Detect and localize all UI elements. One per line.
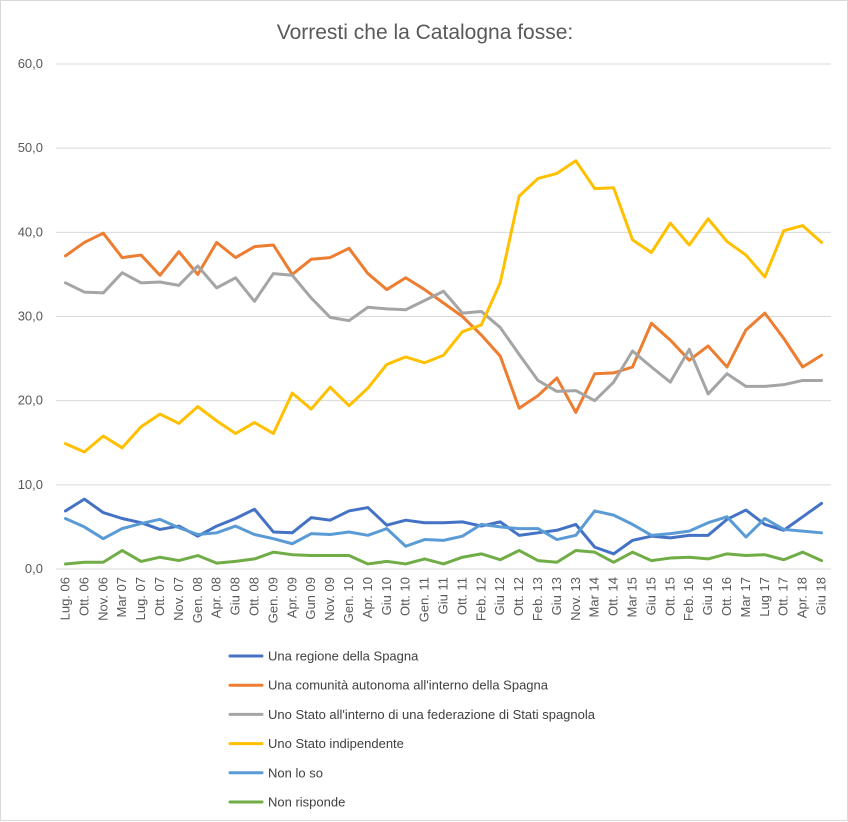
legend: Una regione della Spagna Una comunità aut… [228,649,596,810]
x-tick-label: Ott. 16 [719,577,734,616]
legend-label: Non risponde [268,795,345,810]
x-tick-label: Feb. 12 [473,577,488,621]
x-tick-label: Mar 07 [114,577,129,617]
legend-label: Uno Stato all'interno di una federazione… [268,707,596,722]
series-lines [63,159,824,566]
x-axis: Lug. 06 Ott. 06 Nov. 06 Mar 07 Lug. 07 Ott. 0… [57,577,828,623]
x-tick-label: Lug 17 [757,577,772,617]
x-tick-label: Gun 09 [303,577,318,620]
x-tick-label: Ott. 12 [511,577,526,616]
y-tick-label: 20,0 [18,393,43,408]
x-tick-label: Feb. 13 [530,577,545,621]
x-tick-label: Mar 17 [738,577,753,617]
gridlines [56,63,831,570]
x-tick-label: Ott. 17 [776,577,791,616]
x-tick-label: Giu 11 [436,577,451,614]
x-tick-label: Nov. 09 [322,577,337,621]
x-tick-label: Ott. 14 [606,577,621,616]
x-tick-label: Mar 15 [625,577,640,617]
series-line [63,231,824,414]
x-tick-label: Apr. 09 [284,577,299,618]
x-tick-label: Feb. 16 [681,577,696,621]
x-tick-label: Gen. 08 [190,577,205,623]
chart-title: Vorresti che la Catalogna fosse: [277,21,574,44]
x-tick-label: Gen. 09 [265,577,280,623]
x-tick-label: Ott. 11 [454,577,469,615]
legend-label: Non lo so [268,765,323,780]
x-tick-label: Giu 08 [228,577,243,615]
x-tick-label: Gen. 11 [417,577,432,622]
x-tick-label: Nov. 06 [95,577,110,621]
y-tick-label: 40,0 [18,224,43,239]
series-line [63,548,824,566]
legend-label: Una regione della Spagna [268,649,419,664]
x-tick-label: Ott. 15 [662,577,677,616]
x-tick-label: Giu 10 [379,577,394,615]
series-line [63,264,824,403]
x-tick-label: Apr. 10 [360,577,375,618]
y-tick-label: 30,0 [18,309,43,324]
series-line [63,509,824,548]
x-tick-label: Giu 12 [492,577,507,615]
x-tick-label: Giu 18 [814,577,829,615]
x-tick-label: Mar 14 [587,577,602,617]
x-tick-label: Apr. 08 [209,577,224,618]
x-tick-label: Ott. 10 [398,577,413,616]
y-tick-label: 0,0 [25,561,43,576]
x-tick-label: Giu 16 [700,577,715,615]
x-tick-label: Ott. 06 [76,577,91,616]
x-tick-label: Ott. 07 [152,577,167,616]
x-tick-label: Lug. 06 [57,577,72,620]
x-tick-label: Giu 13 [549,577,564,615]
legend-label: Uno Stato indipendente [268,736,404,751]
x-tick-label: Nov. 13 [568,577,583,621]
y-tick-label: 50,0 [18,140,43,155]
x-tick-label: Nov. 07 [171,577,186,621]
x-tick-label: Gen. 10 [341,577,356,623]
y-tick-label: 10,0 [18,477,43,492]
x-tick-label: Ott. 08 [246,577,261,616]
x-tick-label: Lug. 07 [133,577,148,620]
series-line [63,159,824,454]
y-axis: 0,0 10,0 20,0 30,0 40,0 50,0 60,0 [18,56,43,576]
x-tick-label: Giu 15 [643,577,658,615]
legend-label: Una comunità autonoma all'interno della … [268,678,549,693]
y-tick-label: 60,0 [18,56,43,71]
x-tick-label: Apr. 18 [795,577,810,618]
